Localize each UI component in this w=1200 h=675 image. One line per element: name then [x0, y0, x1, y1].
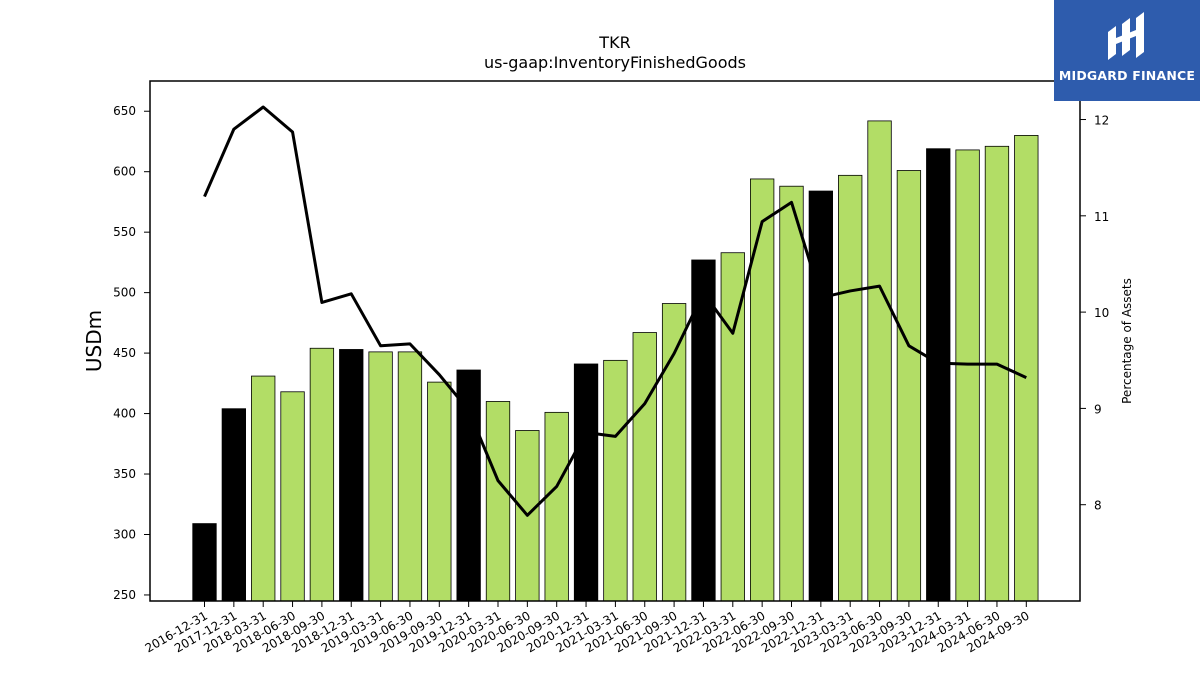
bar-2021-09-30 — [661, 303, 687, 602]
y2-tick-label: 12 — [1094, 114, 1109, 128]
bar-2018-03-31 — [251, 375, 276, 602]
midgard-logo-icon — [1108, 12, 1144, 60]
percentage-line — [203, 105, 1027, 517]
bar-2018-06-30 — [280, 391, 305, 602]
y-tick-label: 450 — [113, 346, 136, 360]
bar-2023-06-30 — [867, 120, 892, 602]
bar-2023-03-31 — [838, 174, 863, 602]
chart-subtitle: us-gaap:InventoryFinishedGoods — [484, 53, 746, 72]
bar-2023-12-31 — [926, 148, 951, 602]
bar-series — [192, 120, 1039, 602]
logo-badge: MIDGARD FINANCE — [1054, 0, 1200, 101]
y-tick-label: 350 — [113, 467, 136, 481]
y-tick-label: 650 — [113, 104, 136, 118]
bar-2019-03-31 — [368, 351, 393, 602]
bar-2018-12-31 — [339, 349, 364, 602]
bar-2022-06-30 — [750, 178, 775, 602]
y-axis-right: 8 9 10 11 12 — [1080, 114, 1109, 513]
y2-axis-label: Percentage of Assets — [1120, 278, 1134, 404]
bar-2018-09-30 — [309, 347, 335, 602]
logo-text: MIDGARD FINANCE — [1058, 68, 1196, 83]
bar-2017-12-31 — [221, 408, 247, 602]
y-axis-left: 250 300 350 400 450 500 550 600 650 — [113, 104, 150, 602]
y-tick-label: 300 — [113, 527, 136, 541]
y-axis-label: USDm — [82, 310, 106, 372]
bar-2019-09-30 — [427, 381, 452, 602]
bar-2020-12-31 — [573, 363, 599, 602]
y2-tick-label: 8 — [1094, 499, 1102, 513]
bar-2020-03-31 — [485, 401, 511, 602]
chart-title: TKR — [598, 33, 630, 52]
y2-tick-label: 9 — [1094, 402, 1102, 416]
bar-2021-06-30 — [632, 332, 657, 602]
bar-2016-12-31 — [192, 523, 217, 602]
bar-2024-09-30 — [1014, 135, 1039, 602]
y-tick-label: 550 — [113, 225, 136, 239]
bar-2019-12-31 — [456, 369, 481, 602]
y-tick-label: 250 — [113, 588, 136, 602]
bar-2022-09-30 — [779, 185, 804, 602]
y2-tick-label: 10 — [1094, 306, 1109, 320]
bar-2020-09-30 — [544, 411, 569, 602]
y2-tick-label: 11 — [1094, 210, 1109, 224]
x-axis: 2016-12-312017-12-312018-03-312018-06-30… — [143, 601, 1032, 655]
bar-2019-06-30 — [397, 351, 423, 602]
y-tick-label: 500 — [113, 286, 136, 300]
bar-2021-03-31 — [603, 359, 628, 602]
y-tick-label: 600 — [113, 165, 136, 179]
bar-2024-06-30 — [984, 145, 1010, 602]
bar-2024-03-31 — [955, 149, 980, 602]
bar-2023-09-30 — [896, 170, 922, 602]
y-tick-label: 400 — [113, 407, 136, 421]
bar-2022-12-31 — [808, 190, 833, 602]
